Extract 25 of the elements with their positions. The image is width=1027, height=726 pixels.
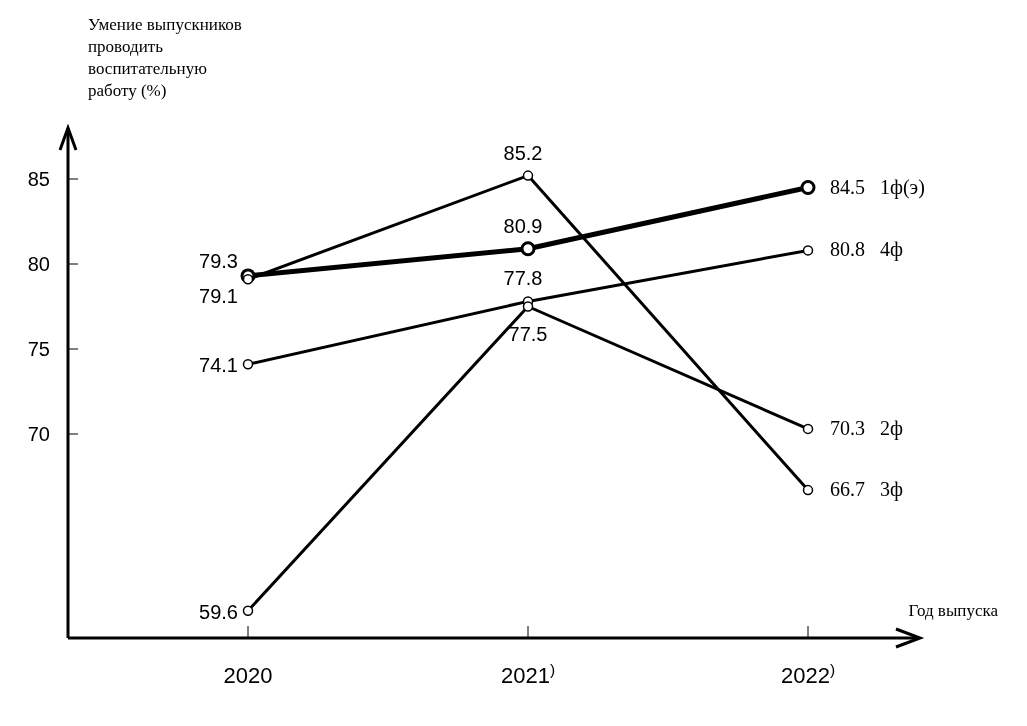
text: 3ф bbox=[880, 478, 903, 502]
x-tick-label: 2021$^{)}$ bbox=[500, 660, 556, 688]
data-label: 77.8 bbox=[503, 267, 543, 290]
y-tick-label: 85 bbox=[27, 168, 50, 190]
data-label: 70.3 bbox=[830, 416, 865, 439]
y-tick-label: 70 bbox=[27, 423, 50, 445]
data-label: 59.6 bbox=[199, 600, 238, 623]
data-label: 80.9 bbox=[503, 214, 543, 237]
data-label: 79.1 bbox=[199, 285, 238, 308]
text: 2ф bbox=[880, 416, 903, 440]
text: 1ф(э) bbox=[880, 175, 925, 199]
data-label: 79.3 bbox=[199, 249, 238, 272]
data-label: 80.8 bbox=[830, 238, 865, 261]
text: 4ф bbox=[880, 238, 903, 262]
data-label: 77.5 bbox=[508, 322, 548, 345]
y-tick-label: 80 bbox=[27, 253, 50, 275]
x-tick-label: 2022$^{)}$ bbox=[780, 660, 836, 688]
y-axis-title: Умение выпускников проводить воспитательную работу (%) bbox=[88, 15, 242, 100]
y-tick-label: 75 bbox=[27, 338, 50, 360]
x-tick-label: 2020 bbox=[223, 663, 273, 688]
x-axis-title: Год выпуска bbox=[908, 601, 999, 620]
data-label: 74.1 bbox=[199, 354, 238, 377]
data-label: 84.5 bbox=[830, 175, 865, 198]
data-label: 66.7 bbox=[830, 478, 865, 501]
data-label: 85.2 bbox=[503, 141, 543, 164]
